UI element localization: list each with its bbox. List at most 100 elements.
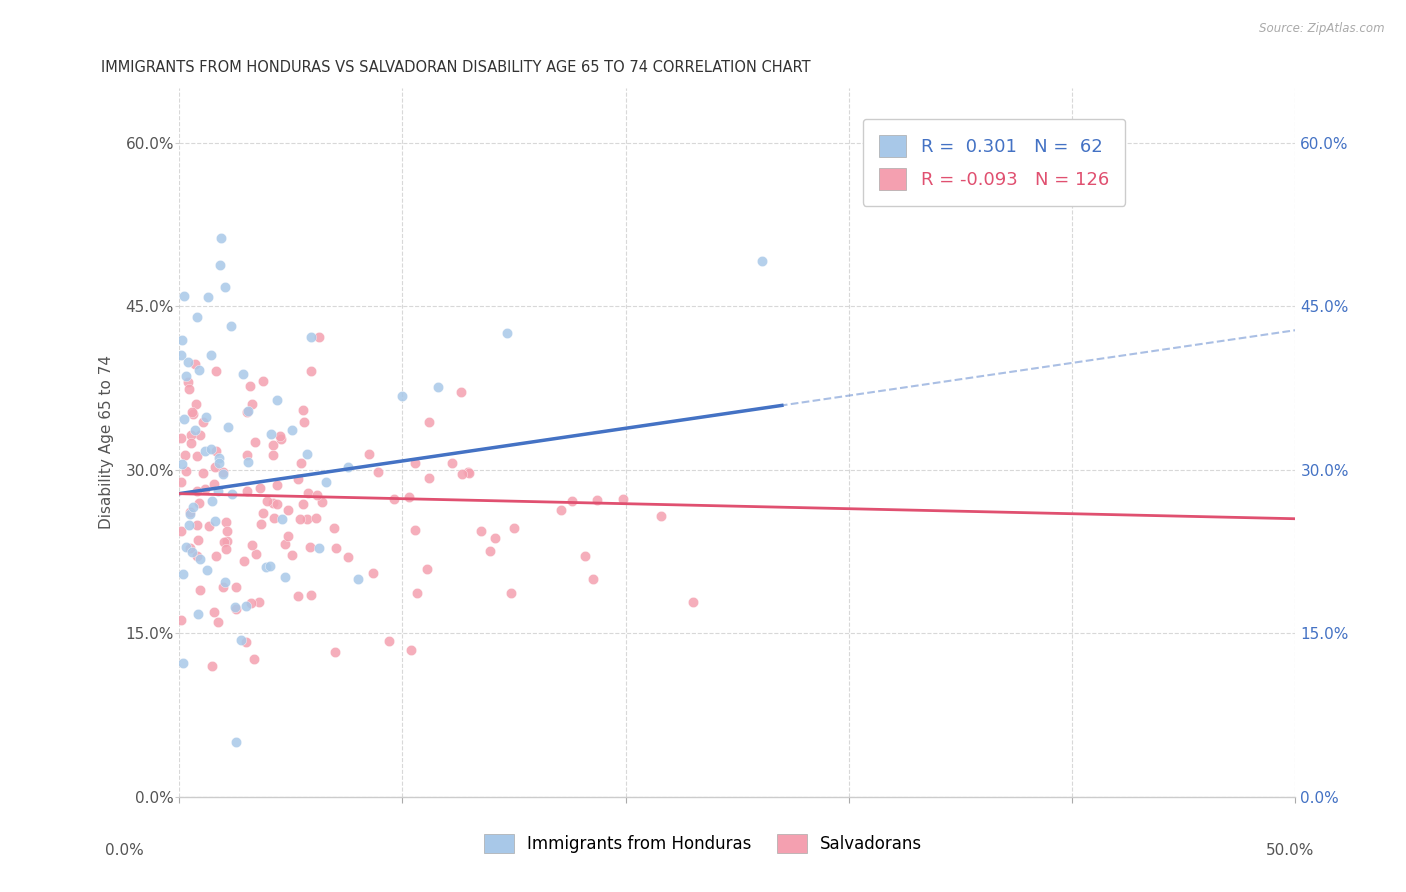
Point <box>484 531 506 545</box>
Point <box>367 465 389 479</box>
Point <box>179 541 201 555</box>
Point <box>292 415 315 429</box>
Point <box>245 547 267 561</box>
Point <box>204 459 226 474</box>
Point <box>187 533 209 547</box>
Point <box>418 415 440 429</box>
Point <box>391 389 413 403</box>
Point <box>315 475 337 489</box>
Point <box>170 475 193 490</box>
Point <box>249 481 271 495</box>
Point <box>399 643 422 657</box>
Point <box>209 231 232 245</box>
Point <box>179 508 201 522</box>
Point <box>186 549 208 563</box>
Point <box>204 549 226 564</box>
Point <box>585 492 607 507</box>
Point <box>323 645 346 659</box>
Point <box>180 544 202 558</box>
Point <box>270 432 292 446</box>
Point <box>179 517 201 532</box>
Point <box>406 586 429 600</box>
Point <box>574 549 596 563</box>
Point <box>207 483 229 498</box>
Point <box>269 429 291 443</box>
Point <box>441 456 464 470</box>
Point <box>262 495 284 509</box>
Point <box>290 512 312 526</box>
Point <box>195 409 218 424</box>
Point <box>247 595 270 609</box>
Point <box>751 253 773 268</box>
Point <box>180 435 202 450</box>
Point <box>427 380 450 394</box>
Point <box>277 503 299 517</box>
Point <box>240 596 263 610</box>
Point <box>503 520 526 534</box>
Point <box>200 442 222 456</box>
Point <box>478 544 501 558</box>
Point <box>295 512 318 526</box>
Point <box>217 524 239 539</box>
Point <box>224 599 246 614</box>
Point <box>194 482 217 496</box>
Point <box>232 554 254 568</box>
Point <box>215 515 238 529</box>
Point <box>207 615 229 630</box>
Point <box>186 483 208 498</box>
Point <box>200 348 222 362</box>
Point <box>457 466 479 480</box>
Point <box>186 449 208 463</box>
Point <box>254 559 277 574</box>
Point <box>259 559 281 574</box>
Point <box>186 310 208 324</box>
Point <box>235 599 257 613</box>
Point <box>240 396 263 410</box>
Point <box>225 580 247 594</box>
Point <box>252 375 274 389</box>
Point <box>235 635 257 649</box>
Point <box>221 319 243 334</box>
Point <box>214 574 236 589</box>
Point <box>170 431 193 445</box>
Point <box>170 333 193 347</box>
Point <box>180 428 202 442</box>
Point <box>496 326 519 341</box>
Point <box>256 493 278 508</box>
Point <box>214 280 236 294</box>
Point <box>299 330 322 344</box>
Point <box>297 486 319 500</box>
Point <box>181 500 204 515</box>
Point <box>382 491 405 506</box>
Point <box>398 490 420 504</box>
Point <box>307 488 329 502</box>
Point <box>232 367 254 381</box>
Point <box>225 735 247 749</box>
Point <box>299 588 322 602</box>
Point <box>214 534 236 549</box>
Point <box>176 368 198 383</box>
Legend: Immigrants from Honduras, Salvadorans: Immigrants from Honduras, Salvadorans <box>475 825 931 862</box>
Point <box>457 465 479 479</box>
Point <box>217 420 239 434</box>
Point <box>236 404 259 418</box>
Point <box>170 613 193 627</box>
Point <box>204 443 226 458</box>
Text: Source: ZipAtlas.com: Source: ZipAtlas.com <box>1260 22 1385 36</box>
Point <box>195 563 218 577</box>
Point <box>252 507 274 521</box>
Point <box>274 537 297 551</box>
Point <box>188 496 211 510</box>
Point <box>204 364 226 378</box>
Point <box>291 403 314 417</box>
Point <box>193 466 215 480</box>
Point <box>308 541 330 556</box>
Point <box>287 589 309 603</box>
Point <box>188 582 211 597</box>
Point <box>183 357 205 371</box>
Point <box>361 566 384 580</box>
Point <box>170 457 193 471</box>
Text: 50.0%: 50.0% <box>1267 843 1315 858</box>
Point <box>177 355 200 369</box>
Point <box>208 456 231 470</box>
